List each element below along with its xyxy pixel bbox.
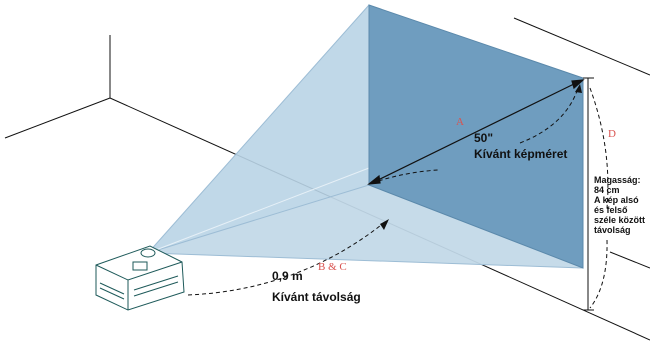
projector-body: [95, 245, 185, 311]
label-d: D: [608, 128, 616, 140]
beam-highlight: [147, 167, 370, 254]
floor-left-edge: [4, 97, 111, 139]
diagonal-arrowhead-end: [571, 79, 585, 90]
distance-arrowhead: [380, 219, 389, 230]
dashed-leaders: [187, 87, 609, 309]
leader-a: [519, 87, 579, 144]
projected-screen: [368, 4, 584, 269]
distance-value: 0,9 m: [272, 269, 303, 283]
beam-edge-top: [147, 4, 370, 254]
leader-arrowheads: [380, 84, 582, 230]
floor-right-edge: [609, 251, 650, 269]
diagonal-caption: Kívánt képméret: [474, 147, 568, 161]
leader-distance: [187, 221, 386, 296]
projector-vents: [99, 275, 179, 300]
leader-height-upper: [589, 87, 609, 209]
label-bc: B & C: [318, 261, 347, 273]
height-note-1: A kép alsó: [594, 195, 639, 205]
distance-caption: Kívánt távolság: [272, 290, 361, 304]
height-note-4: távolság: [594, 225, 631, 235]
beam-edge-mid: [147, 184, 370, 254]
projector-panel: [132, 261, 148, 271]
diagonal-size: 50": [474, 131, 494, 145]
leader-height-lower: [589, 239, 608, 309]
label-a: A: [456, 116, 464, 128]
projector-icon: [95, 245, 185, 311]
projector-lens: [140, 248, 156, 258]
beam-lower-face: [148, 185, 583, 268]
wall-top-edge: [513, 17, 650, 76]
height-annotation: Magasság: 84 cm A kép alsó és felső szél…: [594, 175, 645, 235]
height-indicator: [583, 77, 594, 311]
diagonal-line: [373, 81, 579, 183]
height-note-3: széle között: [594, 215, 646, 225]
beam-edge-bottom: [147, 252, 584, 269]
diagonal-arrowhead-start: [367, 174, 381, 185]
height-note-2: és felső: [594, 205, 628, 215]
height-title: Magasság:: [594, 175, 641, 185]
height-value: 84 cm: [594, 185, 620, 195]
a-arrowhead: [575, 84, 582, 93]
diagonal-arrow: [367, 79, 585, 185]
